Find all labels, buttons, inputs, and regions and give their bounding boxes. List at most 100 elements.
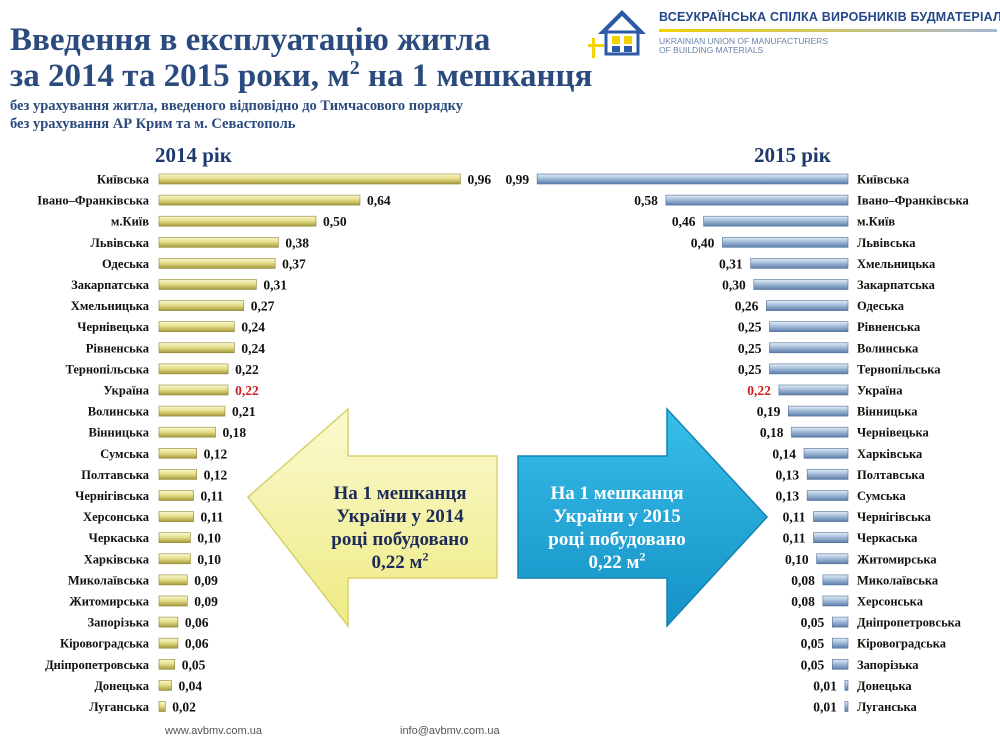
bar-2015-чернігівська	[813, 511, 849, 522]
category-label-2014-львівська: Львівська	[91, 236, 150, 250]
category-label-2014-черкаська: Черкаська	[89, 531, 150, 545]
value-label-2015-київська: 0,99	[506, 172, 530, 187]
value-label-2014-донецька: 0,04	[179, 678, 203, 693]
bar-2014-житомирська	[158, 595, 188, 607]
bar-2015-україна	[778, 384, 849, 396]
category-label-2014-дніпропетровська: Дніпропетровська	[45, 658, 150, 672]
bar-2015-житомирська	[816, 553, 849, 565]
value-label-2015-вінницька: 0,19	[757, 404, 781, 419]
value-label-2015-м-київ: 0,46	[672, 214, 696, 229]
bar-2014-луганська	[158, 701, 166, 712]
category-label-2015-київська: Київська	[857, 173, 910, 187]
value-label-2014-житомирська: 0,09	[194, 594, 218, 609]
category-label-2015-дніпропетровська: Дніпропетровська	[857, 616, 962, 630]
category-label-2015-м-київ: м.Київ	[857, 215, 895, 229]
value-label-2014-чернігівська: 0,11	[201, 489, 224, 504]
category-label-2015-волинська: Волинська	[857, 341, 919, 355]
category-label-2015-львівська: Львівська	[857, 236, 916, 250]
value-label-2015-рівненська: 0,25	[738, 320, 762, 335]
value-label-2014-одеська: 0,37	[282, 256, 306, 271]
category-label-2014-донецька: Донецька	[94, 679, 149, 693]
value-label-2015-хмельницька: 0,31	[719, 256, 743, 271]
category-label-2015-чернігівська: Чернігівська	[857, 510, 932, 524]
bar-2014-тернопільська	[158, 363, 229, 375]
arrow-right-2015	[517, 407, 769, 628]
category-label-2014-миколаївська: Миколаївська	[68, 573, 150, 587]
value-label-2015-волинська: 0,25	[738, 341, 762, 356]
bar-2014-вінницька	[158, 426, 216, 438]
chart-title-2014: 2014 рік	[155, 143, 232, 167]
value-label-2015-кіровоградська: 0,05	[801, 636, 825, 651]
category-label-2014-україна: Україна	[104, 384, 150, 398]
category-label-2015-полтавська: Полтавська	[857, 468, 925, 482]
category-label-2015-чернівецька: Чернівецька	[857, 426, 929, 440]
bar-2014-м-київ	[158, 215, 317, 227]
bar-2015-волинська	[769, 342, 849, 354]
value-label-2015-львівська: 0,40	[691, 235, 715, 250]
bar-2014-київська	[158, 173, 461, 185]
bar-2014-кіровоградська	[158, 637, 179, 649]
value-label-2014-тернопільська: 0,22	[235, 362, 259, 377]
category-label-2015-сумська: Сумська	[857, 489, 906, 503]
category-label-2015-черкаська: Черкаська	[857, 531, 918, 545]
value-label-2014-полтавська: 0,12	[204, 467, 228, 482]
value-label-2014-дніпропетровська: 0,05	[182, 657, 206, 672]
category-label-2014-чернігівська: Чернігівська	[75, 489, 150, 503]
value-label-2014-вінницька: 0,18	[223, 425, 247, 440]
footer-website-link[interactable]: www.avbmv.com.ua	[165, 725, 262, 737]
bar-2015-київська	[536, 173, 849, 185]
category-label-2014-хмельницька: Хмельницька	[71, 299, 150, 313]
value-label-2015-україна: 0,22	[747, 383, 771, 398]
bar-2014-полтавська	[158, 469, 197, 480]
category-label-2015-херсонська: Херсонська	[857, 595, 924, 609]
bar-2015-кіровоградська	[831, 637, 849, 649]
category-label-2015-житомирська: Житомирська	[857, 552, 937, 566]
value-label-2015-житомирська: 0,10	[785, 552, 809, 567]
bar-2015-луганська	[844, 701, 849, 712]
value-label-2014-закарпатська: 0,31	[263, 278, 287, 293]
value-label-2014-хмельницька: 0,27	[251, 299, 275, 314]
bar-2015-сумська	[806, 490, 849, 501]
category-label-2014-вінницька: Вінницька	[89, 426, 150, 440]
value-label-2014-львівська: 0,38	[285, 235, 309, 250]
value-label-2015-івано-франківська: 0,58	[634, 193, 658, 208]
value-label-2014-запорізька: 0,06	[185, 615, 209, 630]
category-label-2015-тернопільська: Тернопільська	[857, 362, 941, 376]
bar-2015-тернопільська	[769, 363, 849, 375]
bar-2014-донецька	[158, 680, 172, 691]
bar-2014-чернівецька	[158, 321, 235, 333]
bar-2014-черкаська	[158, 532, 191, 544]
bar-2015-івано-франківська	[665, 194, 849, 206]
value-label-2015-миколаївська: 0,08	[791, 573, 815, 588]
value-label-2015-черкаська: 0,11	[783, 531, 806, 546]
category-label-2014-івано-франківська: Івано–Франківська	[37, 194, 149, 208]
value-label-2015-запорізька: 0,05	[801, 657, 825, 672]
organization-name-en-1: UKRAINIAN UNION OF MANUFACTURERS	[659, 36, 829, 46]
value-label-2015-одеська: 0,26	[735, 299, 759, 314]
value-label-2015-сумська: 0,13	[776, 489, 800, 504]
category-label-2015-івано-франківська: Івано–Франківська	[857, 194, 969, 208]
bar-2014-дніпропетровська	[158, 658, 175, 670]
bar-2014-івано-франківська	[158, 194, 361, 206]
organization-name-en-2: OF BUILDING MATERIALS	[659, 45, 764, 55]
footer-email-link[interactable]: info@avbmv.com.ua	[400, 725, 500, 737]
bar-2015-херсонська	[822, 595, 849, 607]
category-label-2014-закарпатська: Закарпатська	[71, 278, 150, 292]
bar-2015-харківська	[803, 447, 849, 459]
title-line-1: Введення в експлуатацію житла	[10, 22, 491, 58]
category-label-2015-хмельницька: Хмельницька	[857, 257, 936, 271]
bar-2015-львівська	[722, 237, 849, 248]
value-label-2014-україна: 0,22	[235, 383, 259, 398]
house-logo-icon	[588, 10, 646, 58]
bars-2015: 0,99 Київська 0,58 Івано–Франківська 0,46 м.К…	[506, 172, 970, 715]
title-line-2: за 2014 та 2015 роки, м2 на 1 мешканця	[10, 57, 593, 94]
subtitle-1: без урахування житла, введеного відповід…	[10, 98, 464, 114]
value-label-2015-закарпатська: 0,30	[722, 278, 746, 293]
category-label-2015-кіровоградська: Кіровоградська	[857, 637, 947, 651]
value-label-2014-сумська: 0,12	[204, 446, 228, 461]
category-label-2014-житомирська: Житомирська	[69, 595, 149, 609]
bar-2015-донецька	[844, 680, 849, 691]
bar-2015-закарпатська	[753, 279, 849, 290]
subtitle-2: без урахування АР Крим та м. Севастополь	[10, 116, 296, 132]
